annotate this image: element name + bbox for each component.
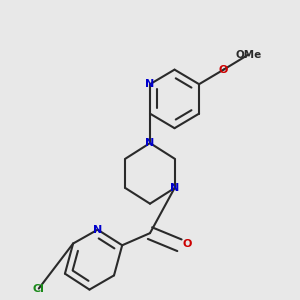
Text: O: O bbox=[219, 64, 228, 75]
Text: N: N bbox=[93, 225, 102, 235]
Text: N: N bbox=[146, 79, 154, 89]
Text: OMe: OMe bbox=[235, 50, 261, 60]
Text: N: N bbox=[146, 138, 154, 148]
Text: Cl: Cl bbox=[33, 284, 45, 294]
Text: O: O bbox=[183, 238, 192, 248]
Text: N: N bbox=[170, 183, 179, 193]
